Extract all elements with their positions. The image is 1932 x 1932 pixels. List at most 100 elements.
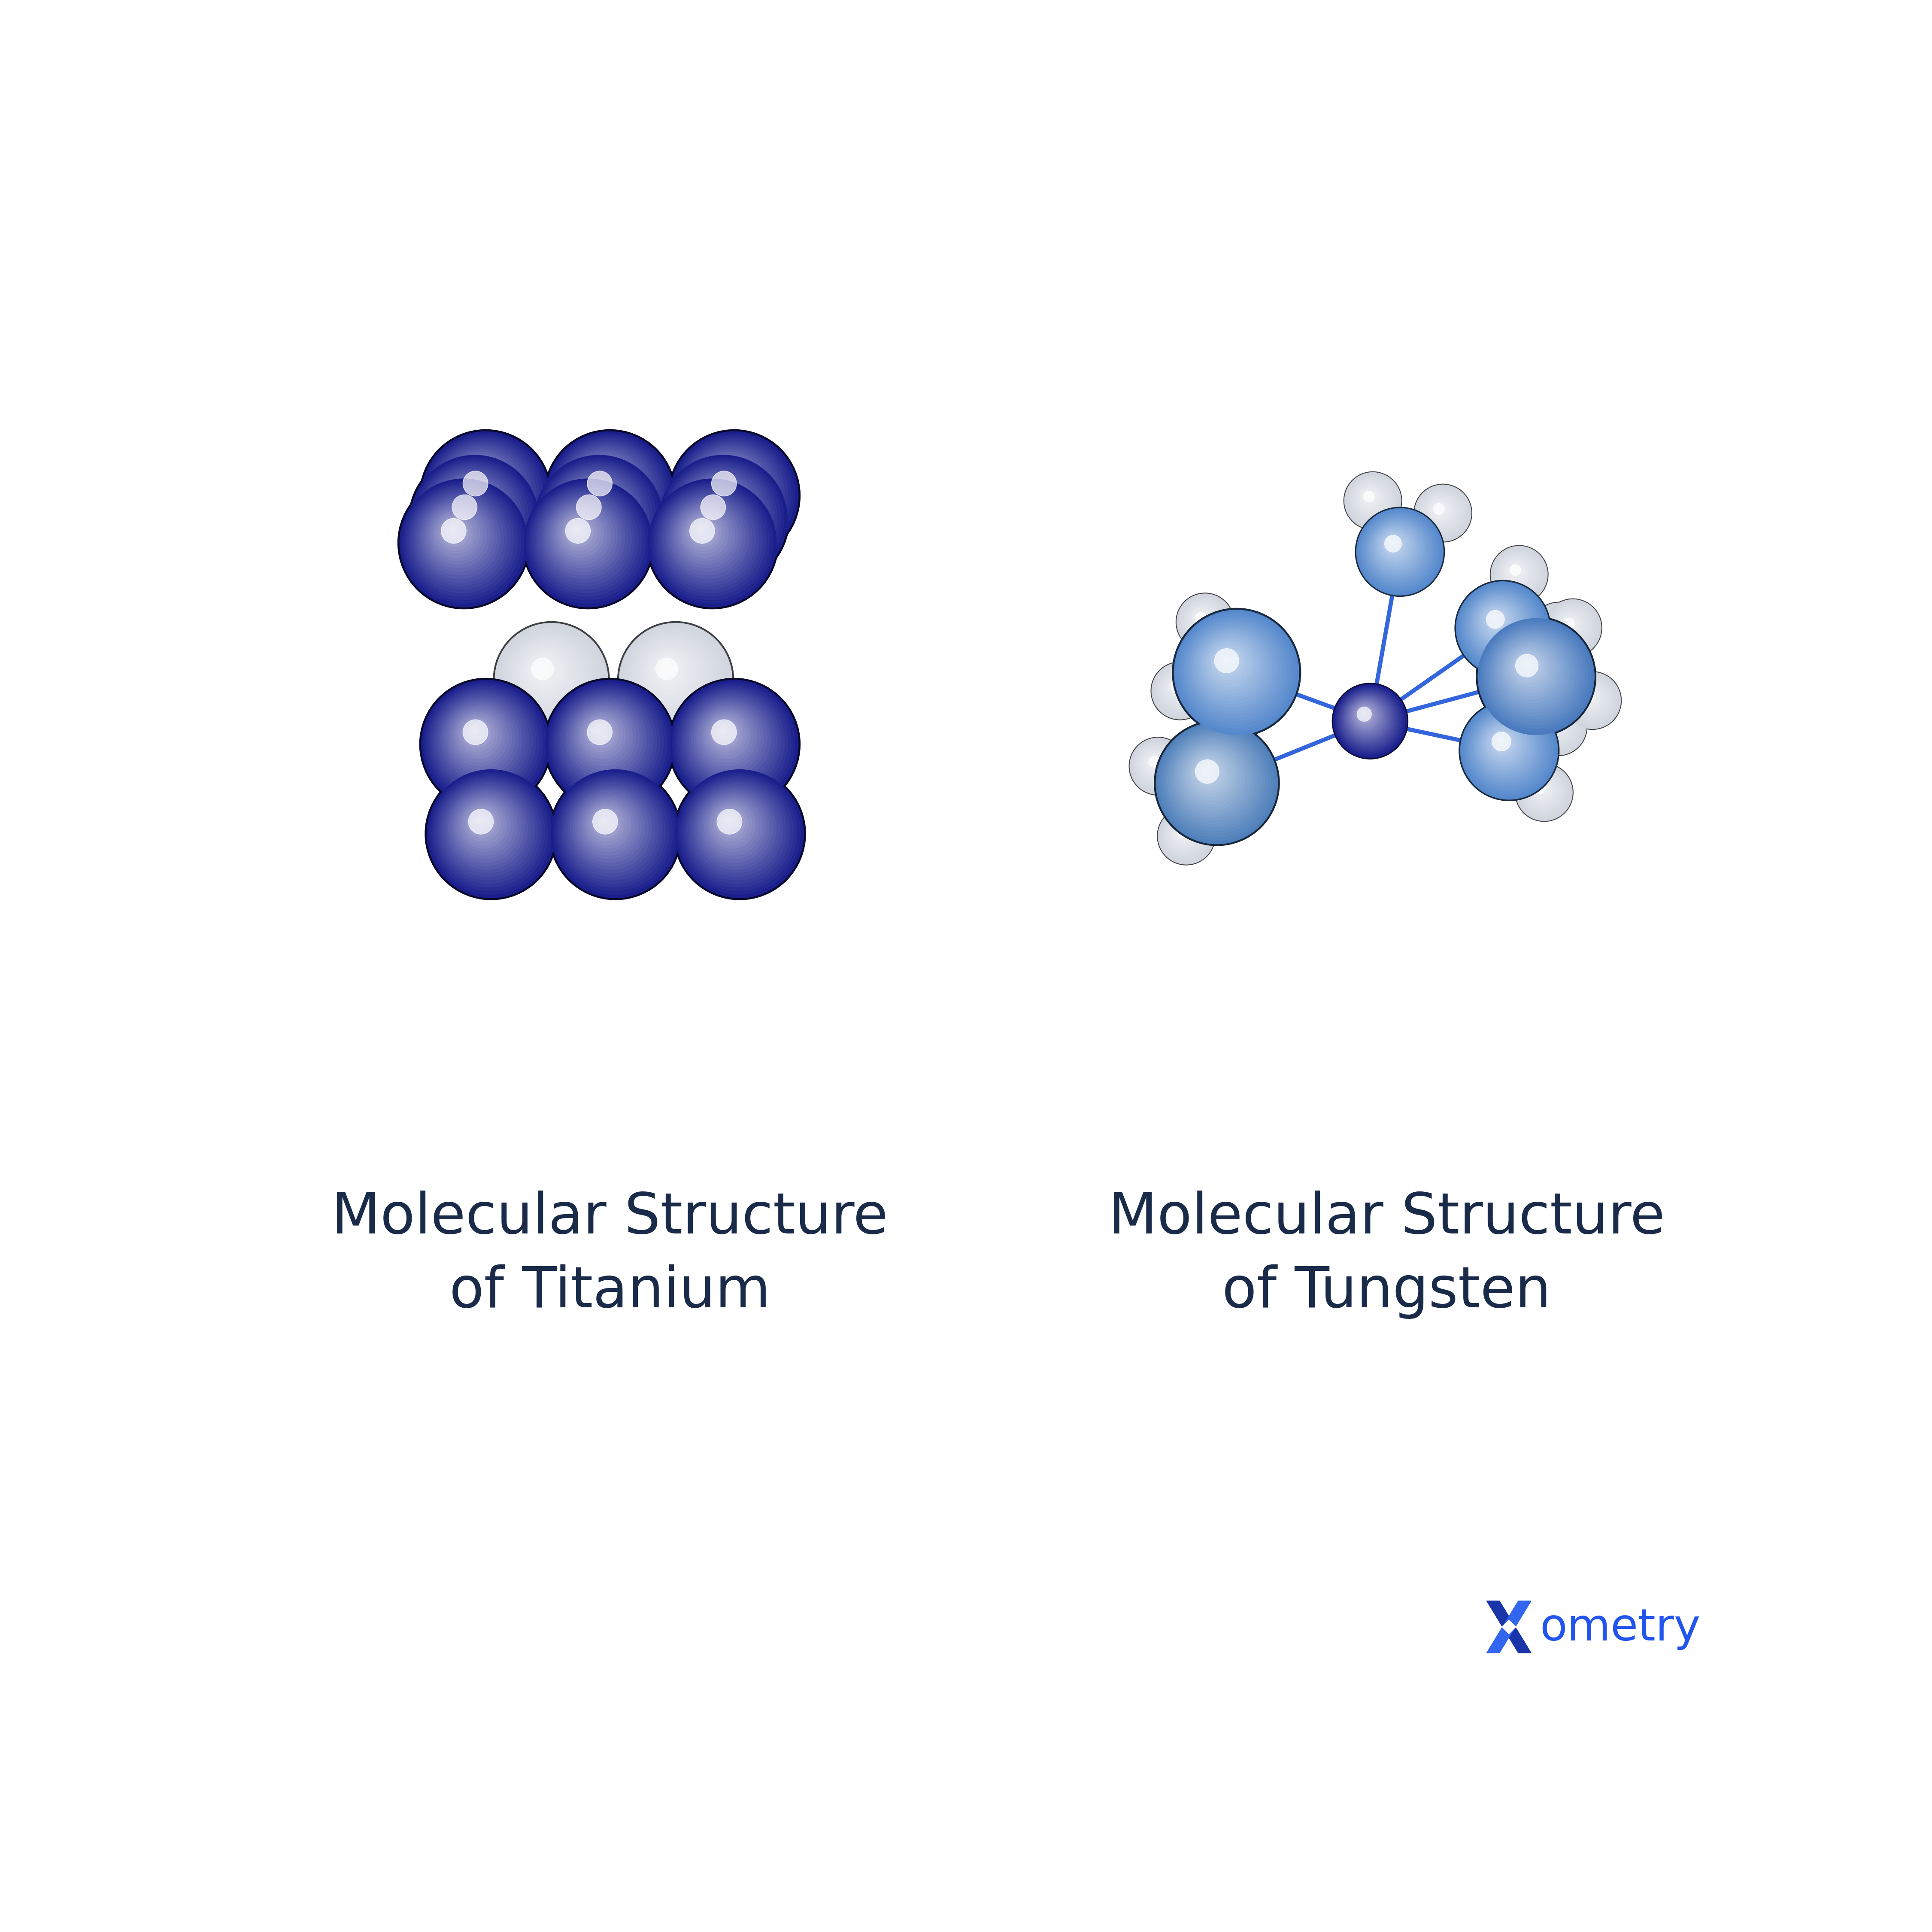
Circle shape (1513, 568, 1519, 572)
Circle shape (469, 811, 493, 835)
Circle shape (696, 456, 761, 522)
Circle shape (1530, 603, 1588, 661)
Circle shape (653, 483, 769, 601)
Circle shape (504, 632, 595, 724)
Circle shape (1492, 732, 1511, 752)
Circle shape (1151, 663, 1209, 721)
Circle shape (1186, 750, 1235, 800)
Circle shape (1488, 728, 1519, 759)
Circle shape (1565, 674, 1619, 726)
Circle shape (452, 495, 481, 524)
Circle shape (460, 468, 495, 502)
Circle shape (1513, 651, 1544, 684)
Circle shape (551, 437, 667, 553)
Circle shape (1339, 690, 1399, 750)
Circle shape (1136, 744, 1177, 786)
Circle shape (1198, 614, 1204, 620)
Circle shape (582, 466, 622, 506)
Circle shape (699, 792, 769, 862)
Circle shape (1577, 684, 1604, 713)
Circle shape (690, 485, 742, 537)
Circle shape (560, 444, 653, 539)
Circle shape (1575, 682, 1607, 715)
Circle shape (1464, 589, 1536, 663)
Circle shape (587, 471, 612, 497)
Circle shape (1349, 475, 1397, 524)
Circle shape (535, 456, 663, 583)
Circle shape (1163, 674, 1192, 703)
Circle shape (458, 466, 498, 506)
Circle shape (601, 817, 607, 823)
Circle shape (711, 719, 740, 748)
Circle shape (450, 707, 508, 765)
Circle shape (632, 636, 715, 717)
Circle shape (1546, 616, 1567, 639)
Circle shape (1130, 740, 1184, 792)
Circle shape (670, 468, 771, 566)
Circle shape (1534, 701, 1582, 750)
Circle shape (680, 440, 784, 545)
Circle shape (1343, 471, 1403, 529)
Circle shape (553, 688, 665, 798)
Circle shape (562, 781, 663, 881)
Circle shape (439, 781, 537, 881)
Circle shape (452, 495, 477, 520)
Circle shape (696, 489, 736, 529)
Circle shape (568, 487, 614, 533)
Circle shape (1132, 742, 1182, 790)
Circle shape (427, 769, 554, 898)
Circle shape (1148, 755, 1161, 769)
Circle shape (1179, 614, 1293, 728)
Circle shape (1130, 738, 1186, 794)
Circle shape (1416, 487, 1468, 539)
Circle shape (1198, 614, 1206, 622)
Circle shape (431, 775, 549, 891)
Circle shape (1173, 684, 1179, 690)
Circle shape (562, 516, 597, 551)
Circle shape (1349, 477, 1395, 524)
Circle shape (1463, 587, 1540, 665)
Circle shape (440, 518, 466, 543)
Circle shape (1435, 506, 1441, 512)
Circle shape (1155, 667, 1204, 715)
Circle shape (1414, 485, 1470, 541)
Circle shape (1171, 819, 1198, 848)
Circle shape (566, 782, 659, 877)
Circle shape (510, 638, 587, 715)
Circle shape (535, 491, 636, 589)
Circle shape (1364, 491, 1374, 502)
Circle shape (1555, 611, 1586, 641)
Circle shape (690, 782, 782, 877)
Circle shape (721, 479, 726, 485)
Circle shape (645, 647, 696, 699)
Circle shape (1528, 697, 1588, 755)
Circle shape (668, 464, 773, 570)
Circle shape (1538, 611, 1577, 649)
Circle shape (593, 477, 605, 489)
Circle shape (1360, 512, 1439, 591)
Circle shape (1173, 821, 1196, 844)
Circle shape (1536, 705, 1577, 746)
Circle shape (551, 504, 614, 568)
Circle shape (529, 655, 560, 686)
Circle shape (1144, 752, 1167, 775)
Circle shape (433, 475, 508, 551)
Circle shape (564, 483, 622, 541)
Circle shape (468, 475, 485, 493)
Circle shape (686, 481, 750, 545)
Circle shape (701, 794, 765, 860)
Circle shape (549, 469, 643, 562)
Circle shape (583, 468, 618, 502)
Circle shape (1354, 703, 1378, 728)
Circle shape (553, 439, 665, 549)
Circle shape (1416, 487, 1470, 539)
Circle shape (450, 792, 522, 862)
Circle shape (1522, 663, 1528, 667)
Circle shape (676, 769, 804, 898)
Circle shape (694, 703, 763, 773)
Circle shape (468, 808, 497, 838)
Circle shape (1173, 738, 1254, 821)
Circle shape (657, 659, 678, 680)
Circle shape (1128, 738, 1186, 796)
Circle shape (1476, 601, 1522, 647)
